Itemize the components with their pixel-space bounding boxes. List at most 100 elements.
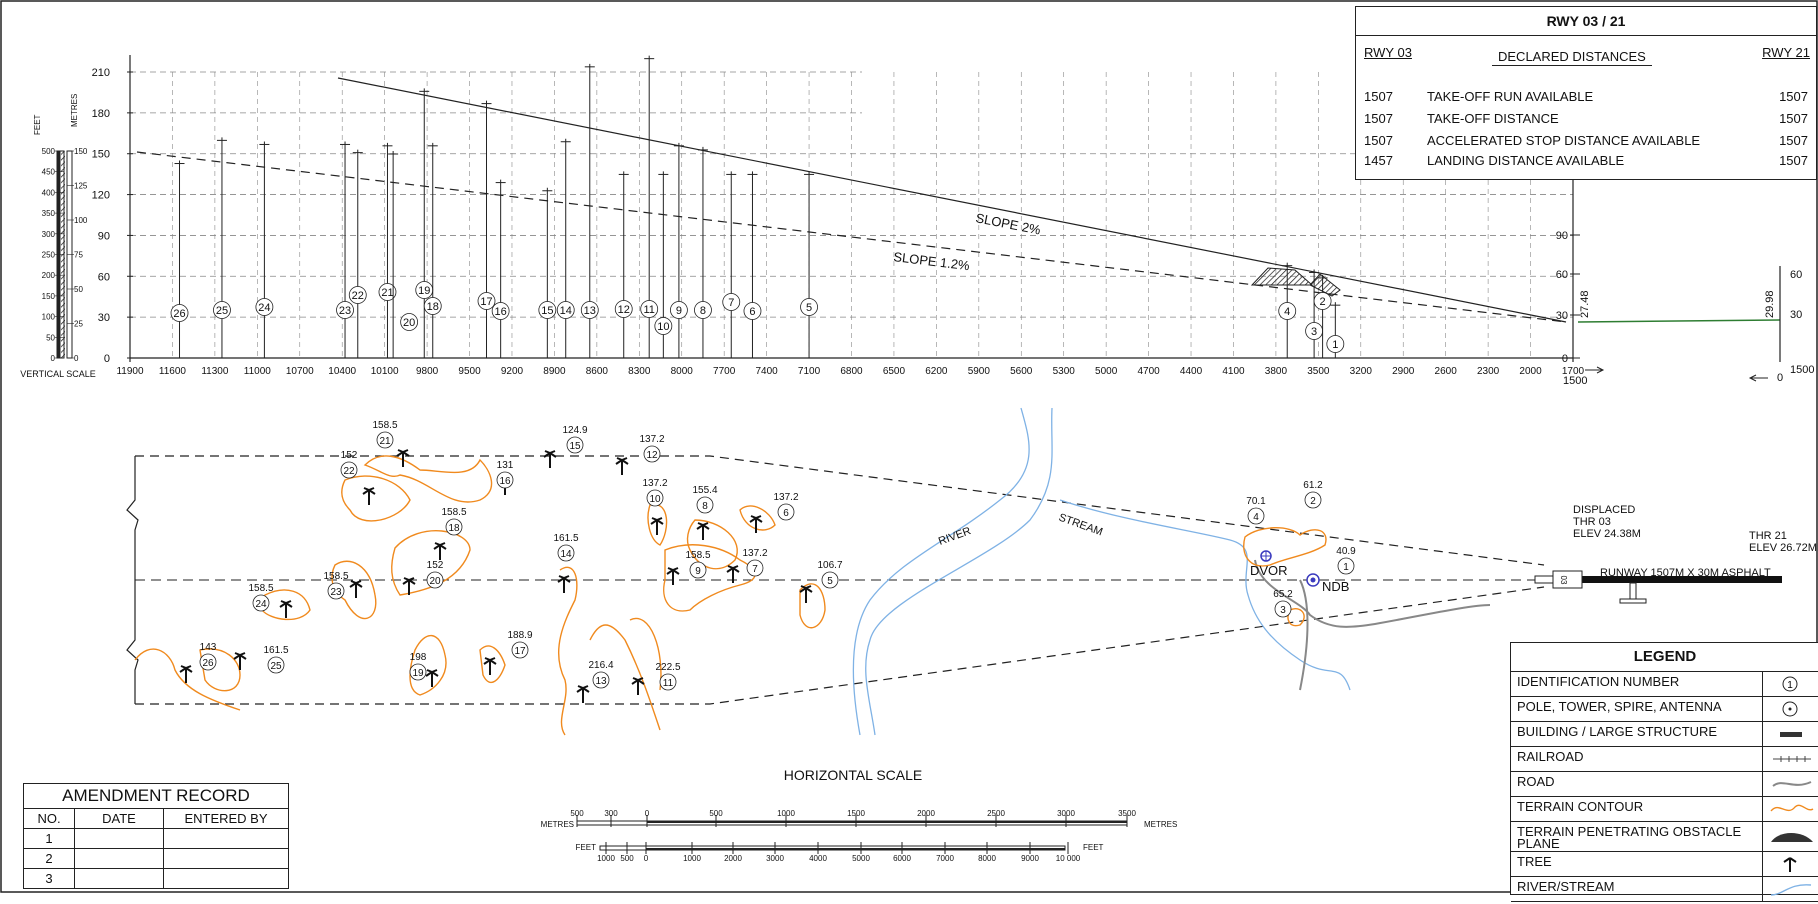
legend-row: POLE, TOWER, SPIRE, ANTENNA	[1511, 697, 1818, 722]
tree-id: 15	[569, 441, 581, 452]
obstacle-24: 24	[255, 141, 274, 358]
tree-id: 6	[783, 508, 789, 519]
y-tick-label: 150	[92, 149, 110, 161]
terrain-contour	[261, 589, 311, 621]
identification-number-icon	[400, 313, 419, 331]
tree-id: 3	[1280, 605, 1286, 616]
identification-number-icon	[378, 283, 397, 301]
tree-icon	[615, 457, 629, 475]
tree-icon	[696, 522, 710, 540]
obstacle-id: 4	[1284, 306, 1290, 318]
tree-id: 25	[270, 661, 282, 672]
horizontal-scale-title: HORIZONTAL SCALE	[784, 767, 922, 783]
identification-number-icon	[426, 571, 444, 589]
tree-24: 158.5 24	[248, 583, 293, 618]
tree-height: 65.2	[1273, 589, 1293, 600]
obstacle-26: 26	[170, 160, 189, 358]
arrow-left-icon	[1748, 374, 1768, 382]
x-tick-label: 1700	[1562, 366, 1585, 377]
x-tick-label: 5300	[1053, 366, 1076, 377]
tree-id: 11	[663, 678, 674, 689]
x-tick-label: 4400	[1180, 366, 1203, 377]
slope-2pct-line	[337, 77, 1567, 323]
identification-number-icon	[821, 571, 839, 589]
x-tick-label: 9200	[501, 366, 524, 377]
feet-tick: 9000	[1021, 854, 1039, 863]
obstacle-id: 23	[339, 305, 351, 317]
tree-25: 161.5 25	[233, 645, 289, 674]
amendment-title: AMENDMENT RECORD	[23, 783, 289, 809]
distance-value: 1507	[1364, 133, 1393, 148]
tree-height: 158.5	[685, 550, 710, 561]
obstacle-id: 7	[728, 297, 734, 309]
identification-number-icon	[566, 436, 584, 454]
tree-10: 137.2 10	[642, 478, 668, 535]
obstacle-id: 3	[1311, 326, 1317, 338]
x-tick-label: 5600	[1010, 366, 1033, 377]
obstacle-7: 7	[722, 171, 741, 358]
displaced-threshold-label: DISPLACED	[1573, 504, 1635, 516]
tree-9: 158.59	[666, 550, 711, 585]
obstacle-4: 4	[1278, 262, 1297, 358]
obstacle-id: 26	[173, 308, 185, 320]
tree-height: 137.2	[773, 492, 798, 503]
threshold-marking: 03	[1559, 576, 1568, 585]
distance-value: 1507	[1779, 153, 1808, 168]
obstacle-id: 8	[700, 305, 706, 317]
tree-id: 18	[448, 523, 460, 534]
identification-number-icon	[423, 297, 442, 315]
penetration-area	[1309, 273, 1341, 297]
tree-icon	[279, 600, 293, 618]
tree-height: 158.5	[441, 507, 466, 518]
tree-3: 65.23	[1273, 589, 1293, 618]
railroad-icon	[1762, 747, 1818, 771]
obstacle-6: 6	[743, 171, 762, 358]
tree-icon	[179, 665, 193, 683]
x-tick-label: 9800	[416, 366, 439, 377]
terrain-contour	[686, 519, 738, 570]
metres-tick: 50	[74, 285, 83, 294]
identification-number-icon	[538, 301, 557, 319]
x-tick-label: 8900	[543, 366, 566, 377]
tree-height: 198	[410, 652, 427, 663]
tree-height: 161.5	[553, 533, 578, 544]
feet-tick: 0	[644, 854, 649, 863]
feet-tick: 500	[620, 854, 634, 863]
terrain-contour	[1287, 608, 1305, 627]
col-entered-by: ENTERED BY	[163, 808, 289, 829]
identification-number-icon	[659, 673, 677, 691]
distance-value: 1457	[1364, 153, 1393, 168]
slope-1-2pct-label: SLOPE 1.2%	[893, 249, 971, 273]
identification-number-icon	[376, 431, 394, 449]
svg-text:1: 1	[1787, 680, 1793, 691]
x-tick-label: 7400	[755, 366, 778, 377]
identification-number-icon	[170, 304, 189, 322]
x-tick-label: 2600	[1435, 366, 1458, 377]
identification-number-icon	[267, 656, 285, 674]
metres-tick: 3000	[1057, 809, 1075, 818]
distance-value: 1507	[1779, 111, 1808, 126]
distance-value: 1507	[1779, 133, 1808, 148]
tree-21: 158.5 21	[372, 420, 410, 467]
feet-tick: 300	[42, 230, 56, 239]
terrain-contour	[799, 583, 826, 629]
metres-tick: 1500	[847, 809, 865, 818]
tree-icon	[349, 580, 363, 598]
tree-icon	[576, 685, 590, 703]
tree-6: 137.26	[749, 492, 799, 533]
far-tick: 30	[1790, 309, 1802, 321]
vertical-scale-title: VERTICAL SCALE	[20, 369, 96, 379]
tree-id: 16	[499, 476, 511, 487]
thr03-elevation: 27.48	[1579, 290, 1591, 318]
col-date: DATE	[74, 808, 164, 829]
metres-tick: 0	[74, 354, 79, 363]
identification-number-icon	[255, 298, 274, 316]
terrain-contour	[341, 475, 411, 522]
tree-height: 106.7	[817, 560, 842, 571]
ndb-label: NDB	[1322, 579, 1349, 594]
obstacle-id: 18	[427, 301, 439, 313]
identification-number-icon	[670, 301, 688, 319]
